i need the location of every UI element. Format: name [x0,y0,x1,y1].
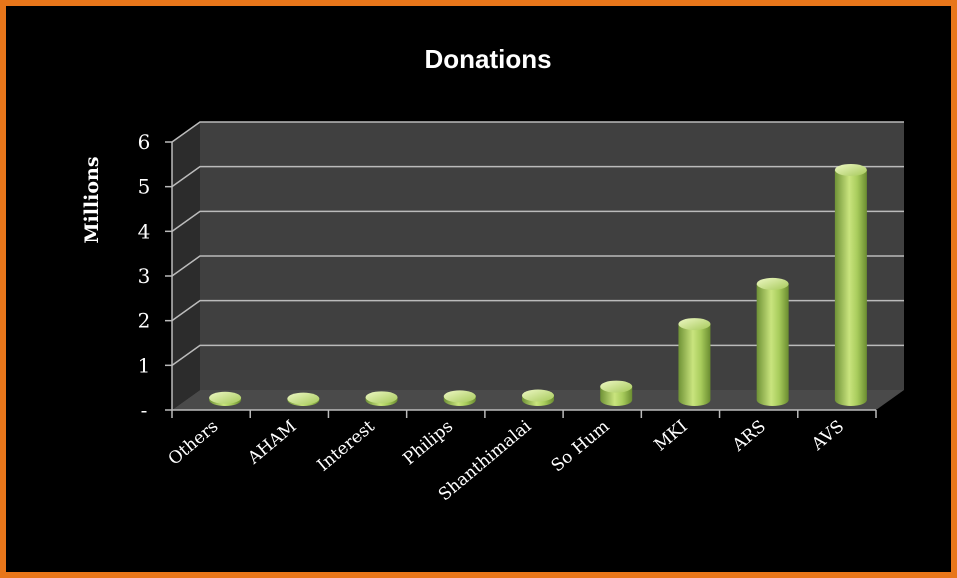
bar-cap [600,380,633,393]
x-category-label: ARS [728,417,770,457]
y-tick-label: 4 [138,219,151,243]
gridline [171,255,904,277]
x-category-label: Philips [399,417,457,470]
bar-cap [834,163,867,176]
x-category-label: MKI [651,417,692,456]
gridline [171,210,904,232]
x-category-label: AHAM [243,417,300,469]
x-category-label: Others [165,417,223,470]
bar-cap [443,390,476,403]
y-axis-label: Millions [81,156,103,243]
x-category-label: Interest [314,416,379,475]
gridline [171,165,904,188]
y-tick-label: 2 [138,309,151,333]
y-tick-label: 1 [138,353,151,377]
bar-ars [756,283,789,407]
bar-cap [678,318,711,331]
gridline [171,299,904,322]
y-tick-label: 3 [138,264,151,288]
bar-avs [834,169,867,407]
y-tick-label: 5 [138,175,151,199]
chart-title: Donations [424,44,551,74]
y-tick-label: - [141,398,148,422]
bar-cap [287,392,320,405]
bar-cap [756,277,789,290]
gridline [171,344,904,366]
y-tick-label: 6 [138,130,151,154]
gridline [171,121,904,143]
bar-mki [678,324,711,407]
bar-cap [209,391,242,404]
x-category-label: So Hum [548,417,614,477]
bar-cap [522,389,554,402]
x-category-label: AVS [807,417,848,456]
bar-cap [365,391,398,404]
